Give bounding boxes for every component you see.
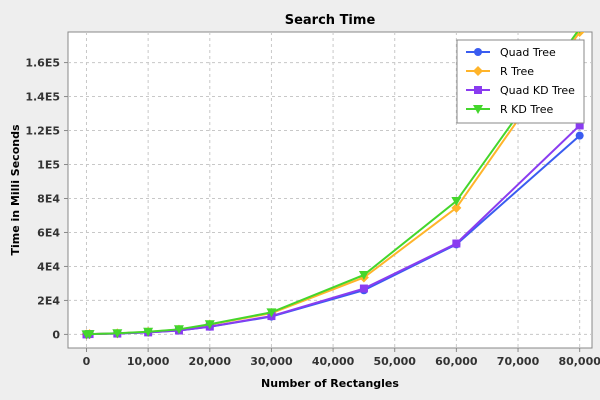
y-tick-label: 1.2E5 [25,125,60,138]
data-point-r-kd-tree [451,197,462,207]
x-tick-label: 50,000 [374,355,417,368]
x-axis-title: Number of Rectangles [261,377,399,390]
y-tick-label: 4E4 [37,260,60,273]
legend-marker-r-kd-tree [473,105,483,114]
data-point-quad-tree [575,131,584,140]
legend-marker-r-tree [473,66,483,76]
x-tick-label: 70,000 [497,355,540,368]
y-tick-label: 8E4 [37,192,60,205]
data-point-r-kd-tree [112,329,123,339]
x-tick-label: 10,000 [127,355,170,368]
series-line-r-kd-tree [86,32,579,336]
y-tick-label: 1.6E5 [25,57,60,70]
y-tick-label: 0 [52,328,60,341]
data-point-r-kd-tree [266,308,277,318]
y-tick-label: 2E4 [37,294,60,307]
legend-label-r-tree: R Tree [500,65,534,78]
data-point-quad-kd-tree [452,239,461,248]
legend-item-r-tree: R Tree [466,65,534,78]
data-point-r-kd-tree [84,330,95,340]
legend: Quad Tree R Tree Quad KD Tree R KD Tree [456,39,585,124]
chart-title: Search Time [285,13,376,28]
x-tick-label: 40,000 [312,355,355,368]
legend-item-quad-tree: Quad Tree [466,46,556,59]
x-tick-label: 20,000 [189,355,232,368]
x-tick-label: 30,000 [250,355,293,368]
legend-label-quad-tree: Quad Tree [500,46,556,59]
data-point-r-kd-tree [173,325,184,335]
y-tick-label: 6E4 [37,226,60,239]
series-r-kd-tree [81,32,581,340]
data-point-r-kd-tree [358,270,369,280]
axis-layer: 0 10,000 20,000 30,000 40,000 50,000 60,000 70,… [25,57,600,368]
data-point-r-tree [451,202,462,213]
data-point-quad-kd-tree [575,121,584,130]
x-tick-label: 60,000 [435,355,478,368]
legend-label-r-kd-tree: R KD Tree [500,103,553,116]
data-point-r-kd-tree [578,32,581,34]
legend-marker-quad-kd-tree [474,86,482,94]
x-tick-label: 0 [83,355,91,368]
y-tick-label: 1.4E5 [25,91,60,104]
legend-marker-quad-tree [474,48,482,56]
y-axis-title: Time in Milli Seconds [9,124,22,255]
data-point-quad-kd-tree [359,284,368,293]
data-point-r-kd-tree [204,320,215,330]
x-tick-label: 80,000 [558,355,600,368]
legend-item-quad-kd-tree: Quad KD Tree [466,84,575,97]
legend-label-quad-kd-tree: Quad KD Tree [500,84,575,97]
series-layer [81,32,585,340]
y-tick-label: 1E5 [37,159,60,172]
legend-item-r-kd-tree: R KD Tree [466,103,553,116]
data-point-r-kd-tree [143,327,154,337]
